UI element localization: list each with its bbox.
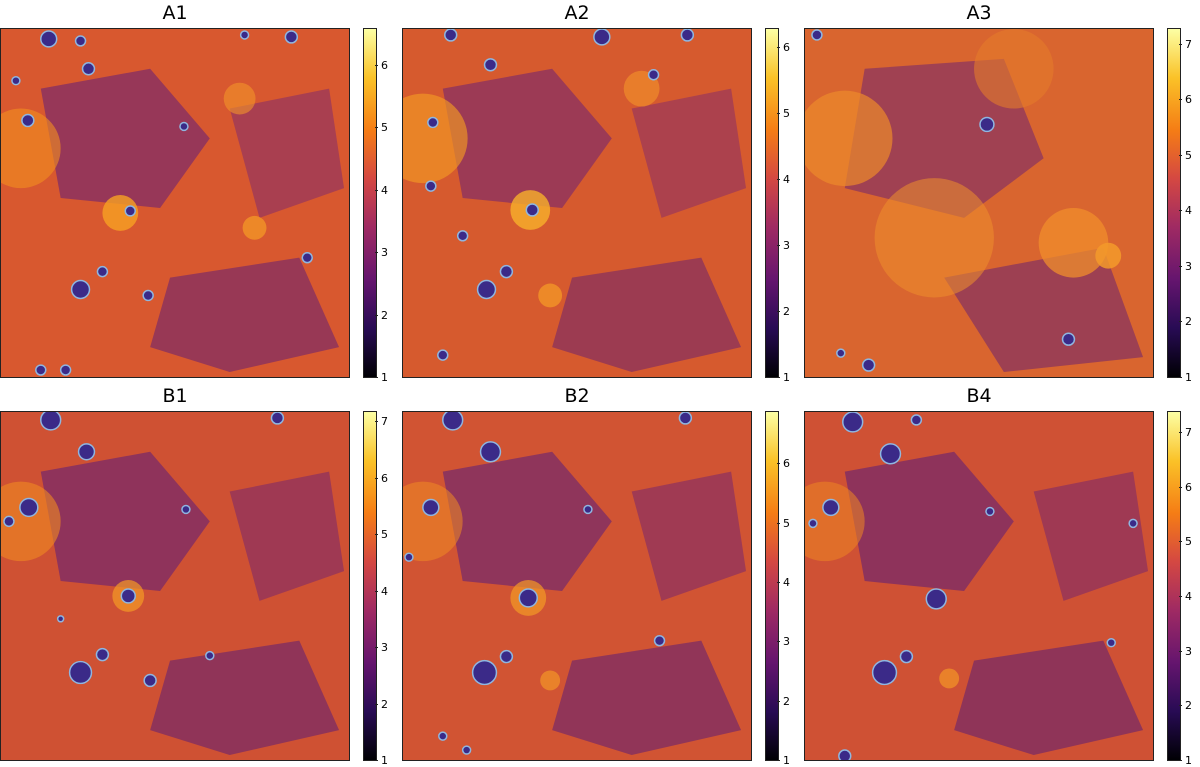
colorbar [363,411,377,761]
colorbar-tick-label: 7 [1179,426,1192,439]
colorbar-tick-label: 5 [1179,149,1192,162]
colorbar-tick-label: 1 [375,755,388,767]
colorbar-tick-label: 6 [777,458,790,470]
panel-a3: A3 1 2 3 4 5 6 7 [804,0,1200,384]
colorbar-tick-label: 6 [1179,481,1192,494]
colorbar-tick-label: 5 [375,529,388,541]
panel-a2: A2 1 2 3 4 5 6 [402,0,801,384]
panel-b4: B4 1 2 3 4 5 6 7 [804,383,1200,767]
colorbar-ticks: 1 2 3 4 5 6 [777,28,801,384]
colorbar-ticks: 1 2 3 4 5 6 [375,28,399,384]
heatmap-image [402,411,752,761]
colorbar [1167,411,1181,761]
colorbar-tick-label: 3 [375,642,388,654]
colorbar [765,28,779,378]
heatmap-image [402,28,752,378]
colorbar-tick-label: 1 [777,372,790,384]
colorbar-tick-label: 5 [777,517,790,530]
contour-blobs [811,29,1076,372]
panel-b2: B2 1 2 3 4 5 6 [402,383,801,767]
colorbar-tick-label: 5 [777,107,790,120]
panel-a1: A1 1 2 3 4 5 [0,0,399,384]
panel-title: A2 [564,2,590,24]
heatmap-image [804,28,1154,378]
heatmap-image [0,28,350,378]
colorbar [765,411,779,761]
colorbar-tick-label: 4 [375,585,388,598]
heatmap-image [0,411,350,761]
colorbar-tick-label: 1 [1179,755,1192,767]
colorbar-tick-label: 7 [1179,38,1192,51]
colorbar-tick-label: 2 [777,695,790,708]
contour-blobs [425,29,695,361]
colorbar-tick-label: 4 [375,184,388,197]
colorbar-tick-label: 3 [777,239,790,252]
colorbar-tick-label: 1 [1179,372,1192,384]
contour-blobs [3,412,285,688]
colorbar-tick-label: 2 [1179,700,1192,712]
colorbar-tick-label: 5 [1179,536,1192,548]
panel-title: B2 [564,385,590,407]
colorbar-tick-label: 4 [777,577,790,589]
colorbar-ticks: 1 2 3 4 5 6 [777,411,801,767]
colorbar-tick-label: 1 [375,372,388,384]
colorbar-tick-label: 6 [375,59,388,72]
contour-blobs [808,412,1138,760]
panel-title: A1 [162,2,188,24]
colorbar-tick-label: 6 [777,41,790,54]
colorbar-ticks: 1 2 3 4 5 6 7 [1179,28,1200,384]
colorbar-tick-label: 3 [375,247,388,259]
colorbar-tick-label: 2 [1179,316,1192,328]
colorbar-tick-label: 3 [777,636,790,648]
panel-title: B4 [966,385,992,407]
panel-title: A3 [966,2,992,24]
heatmap-image [804,411,1154,761]
colorbar-tick-label: 2 [375,698,388,711]
colorbar-ticks: 1 2 3 4 5 6 7 [1179,411,1200,767]
colorbar-tick-label: 4 [777,173,790,186]
panel-b1: B1 1 2 3 4 5 6 7 [0,383,399,767]
colorbar-ticks: 1 2 3 4 5 6 7 [375,411,399,767]
colorbar-tick-label: 3 [1179,260,1192,273]
colorbar-tick-label: 4 [1179,205,1192,217]
colorbar-tick-label: 6 [1179,94,1192,106]
colorbar-tick-label: 4 [1179,590,1192,603]
contour-blobs [404,412,693,755]
colorbar-tick-label: 1 [777,755,790,767]
colorbar-tick-label: 2 [375,309,388,322]
colorbar [1167,28,1181,378]
colorbar-tick-label: 6 [375,472,388,485]
colorbar-tick-label: 5 [375,122,388,134]
contour-blobs [11,30,313,376]
colorbar-tick-label: 2 [777,305,790,318]
colorbar-tick-label: 3 [1179,645,1192,658]
colorbar [363,28,377,378]
colorbar-tick-label: 7 [375,416,388,428]
panel-title: B1 [162,385,188,407]
